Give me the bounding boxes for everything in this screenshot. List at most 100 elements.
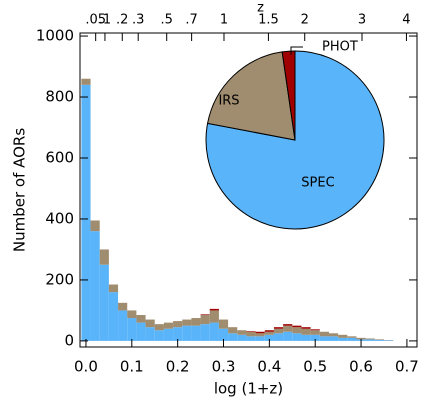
bar-segment — [365, 339, 375, 341]
bar-segment — [136, 322, 146, 341]
bar-segment — [200, 314, 210, 325]
bar-segment — [292, 327, 302, 334]
bar-segment — [319, 331, 329, 337]
pie-slice — [281, 50, 296, 141]
x-tick-label: 0.0 — [74, 358, 98, 376]
x-tick-label: 0.7 — [395, 358, 419, 376]
x2-tick-label: 2 — [301, 13, 309, 28]
leader-line — [290, 46, 303, 55]
x2-tick-label: .05 — [85, 13, 106, 28]
y-tick-label: 200 — [45, 270, 74, 288]
y-tick-label: 800 — [45, 88, 74, 106]
bar-segment — [383, 340, 394, 341]
bar-segment — [218, 319, 229, 329]
bar-segment — [264, 330, 274, 332]
bar-segment — [347, 336, 357, 338]
x-tick-label: 0.1 — [120, 358, 144, 376]
x2-tick-label: .3 — [132, 13, 144, 28]
bar-segment — [374, 339, 384, 340]
bar-segment — [228, 333, 238, 341]
x-axis-label: log (1+z) — [214, 380, 283, 398]
bar-segment — [182, 325, 192, 341]
bar-segment — [136, 314, 146, 323]
bar-segment — [310, 330, 320, 335]
bar-segment — [90, 231, 100, 341]
bar-segment — [338, 334, 348, 338]
x-tick-label: 0.6 — [349, 358, 373, 376]
bar-segment — [273, 327, 284, 329]
bar-segment — [365, 338, 375, 340]
x2-axis-label: z — [257, 1, 264, 16]
bar-segment — [301, 334, 311, 341]
x2-tick-label: 3 — [358, 13, 366, 28]
bar-segment — [301, 327, 311, 329]
bar-segment — [99, 249, 109, 265]
y-axis-label: Number of AORs — [11, 128, 29, 252]
bar-segment — [264, 331, 274, 335]
bar-segment — [118, 310, 128, 341]
bar-segment — [154, 324, 164, 331]
bar-segment — [163, 322, 174, 329]
bar-segment — [237, 330, 247, 335]
bar-segment — [90, 220, 100, 232]
bar-segment — [108, 292, 119, 341]
bar-segment — [127, 310, 137, 319]
bar-segment — [319, 336, 329, 341]
bar-segment — [209, 308, 219, 311]
bar-segment — [328, 333, 339, 337]
bar-segment — [182, 319, 192, 326]
bar-segment — [200, 324, 210, 341]
pie-label: IRS — [218, 94, 239, 109]
x-tick-label: 0.5 — [303, 358, 327, 376]
bar-segment — [255, 333, 265, 337]
bar-segment — [81, 78, 91, 85]
x2-tick-label: 1.5 — [258, 13, 279, 28]
bar-segment — [163, 328, 174, 341]
bar-segment — [154, 330, 164, 341]
bar-segment — [374, 339, 384, 341]
bar-segment — [173, 327, 183, 341]
bar-segment — [273, 328, 284, 334]
plot-frame — [79, 32, 418, 348]
bar-segment — [246, 336, 256, 341]
x-tick-label: 0.2 — [166, 358, 190, 376]
bar-segment — [310, 329, 320, 331]
pie-label: PHOT — [322, 40, 358, 55]
bar-segment — [273, 333, 284, 341]
bar-segment — [145, 327, 155, 341]
bar-segment — [328, 336, 339, 341]
y-tick-label: 0 — [64, 331, 74, 349]
x2-tick-label: .5 — [160, 13, 172, 28]
bar-segment — [255, 331, 265, 334]
bar-segment — [108, 284, 119, 293]
bar-segment — [246, 331, 256, 337]
bar-segment — [118, 302, 128, 311]
y-tick-label: 400 — [45, 209, 74, 227]
x2-tick-label: .2 — [116, 13, 128, 28]
pie-slice — [206, 51, 296, 141]
x2-tick-label: .7 — [185, 13, 197, 28]
bar-segment — [283, 325, 293, 332]
bar-segment — [191, 318, 201, 326]
bar-segment — [310, 334, 320, 341]
bar-segment — [292, 333, 302, 341]
bar-segment — [99, 264, 109, 341]
y-tick-label: 600 — [45, 148, 74, 166]
bar-segment — [255, 336, 265, 341]
bar-segment — [127, 318, 137, 341]
bar-segment — [209, 322, 219, 341]
bar-segment — [191, 325, 201, 341]
bar-segment — [218, 328, 229, 341]
bar-segment — [145, 319, 155, 328]
y-tick-label: 1000 — [36, 27, 74, 45]
bar-segment — [209, 310, 219, 323]
x-tick-label: 0.3 — [212, 358, 236, 376]
bar-segment — [264, 334, 274, 341]
bar-segment — [301, 328, 311, 335]
bar-segment — [228, 327, 238, 334]
x2-tick-label: 1 — [220, 13, 228, 28]
bar-segment — [356, 337, 366, 340]
x2-tick-label: 4 — [402, 13, 410, 28]
bar-segment — [283, 331, 293, 341]
